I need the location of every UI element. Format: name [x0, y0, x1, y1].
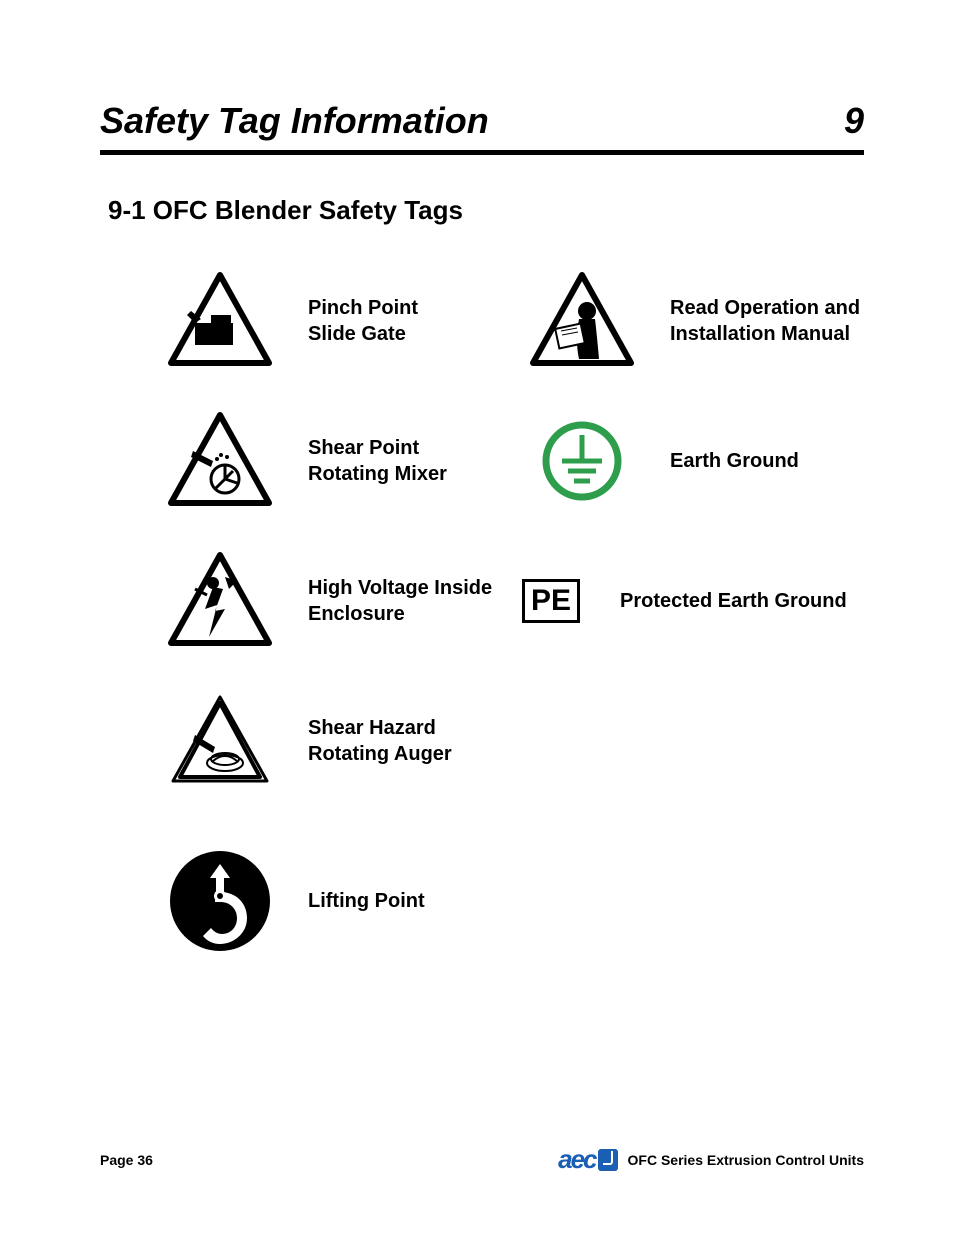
tag-label: Pinch Point Slide Gate — [308, 295, 418, 347]
protected-earth-icon: PE — [522, 576, 592, 626]
chapter-header: Safety Tag Information 9 — [100, 100, 864, 155]
page-footer: Page 36 aec OFC Series Extrusion Control… — [100, 1144, 864, 1175]
tag-shear-auger: Shear Hazard Rotating Auger — [160, 686, 502, 796]
tag-pinch-point: Pinch Point Slide Gate — [160, 266, 502, 376]
shear-mixer-icon — [160, 406, 280, 516]
pinch-point-icon — [160, 266, 280, 376]
pe-symbol: PE — [522, 579, 580, 623]
high-voltage-icon — [160, 546, 280, 656]
logo-mark-icon — [598, 1149, 618, 1171]
safety-tags-grid: Pinch Point Slide Gate Read Operation an… — [160, 266, 864, 956]
page-number: Page 36 — [100, 1152, 153, 1168]
tag-label: Shear Hazard Rotating Auger — [308, 715, 502, 767]
chapter-number: 9 — [844, 100, 864, 142]
tag-label: Earth Ground — [670, 448, 799, 474]
tag-label: Shear Point Rotating Mixer — [308, 435, 447, 487]
earth-ground-icon — [522, 406, 642, 516]
tag-high-voltage: High Voltage Inside Enclosure — [160, 546, 502, 656]
aec-logo: aec — [558, 1144, 617, 1175]
lifting-point-icon — [160, 846, 280, 956]
tag-label: Lifting Point — [308, 888, 425, 914]
footer-right: aec OFC Series Extrusion Control Units — [558, 1144, 864, 1175]
tag-protected-earth: PE Protected Earth Ground — [522, 546, 864, 656]
section-heading: 9-1 OFC Blender Safety Tags — [108, 195, 864, 226]
read-manual-icon — [522, 266, 642, 376]
logo-text: aec — [558, 1144, 595, 1175]
tag-label: High Voltage Inside Enclosure — [308, 575, 502, 627]
product-line: OFC Series Extrusion Control Units — [628, 1152, 864, 1168]
tag-earth-ground: Earth Ground — [522, 406, 864, 516]
chapter-title: Safety Tag Information — [100, 100, 489, 142]
tag-label: Protected Earth Ground — [620, 588, 847, 614]
tag-read-manual: Read Operation and Installation Manual — [522, 266, 864, 376]
tag-lifting-point: Lifting Point — [160, 846, 502, 956]
shear-auger-icon — [160, 686, 280, 796]
tag-shear-mixer: Shear Point Rotating Mixer — [160, 406, 502, 516]
tag-label: Read Operation and Installation Manual — [670, 295, 864, 347]
